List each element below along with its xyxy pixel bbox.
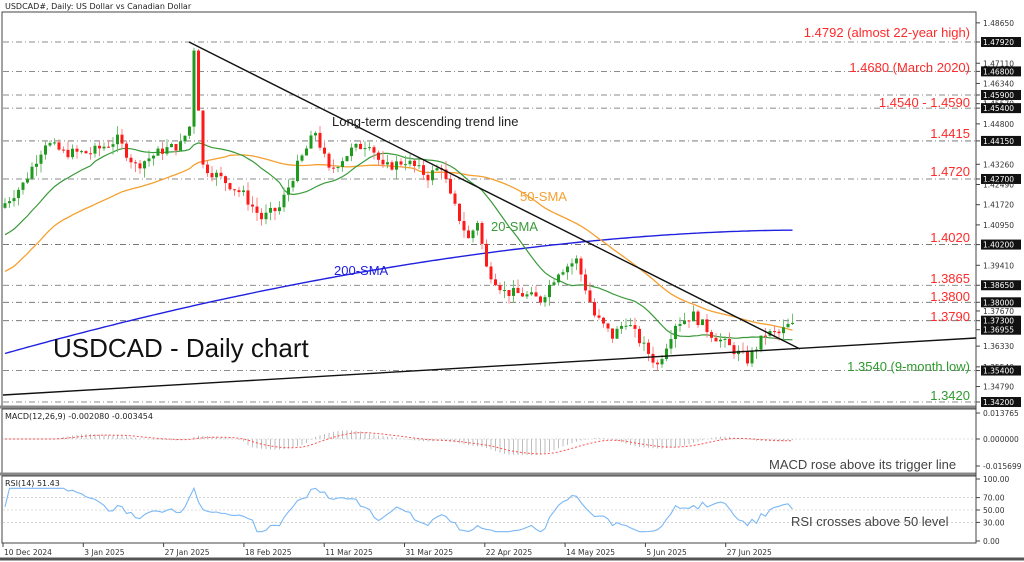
time-axis: 10 Dec 2024 3 Jan 2025 27 Jan 2025 18 Feb 2…	[2, 543, 772, 557]
svg-text:1.48650: 1.48650	[983, 19, 1014, 28]
level-label: 1.4720	[930, 164, 970, 179]
svg-text:1.40200: 1.40200	[983, 241, 1014, 250]
svg-text:1.39410: 1.39410	[983, 261, 1014, 270]
macd-annotation: MACD rose above its trigger line	[769, 457, 956, 472]
svg-text:1.34200: 1.34200	[983, 398, 1014, 407]
level-label: 1.3865	[930, 271, 970, 286]
svg-text:5 Jun 2025: 5 Jun 2025	[646, 548, 687, 557]
svg-text:1.38000: 1.38000	[983, 298, 1014, 307]
svg-text:18 Feb 2025: 18 Feb 2025	[245, 548, 292, 557]
level-label: 1.4680 (March 2020)	[849, 60, 970, 75]
svg-text:100.00: 100.00	[983, 475, 1009, 484]
svg-text:1.37670: 1.37670	[983, 307, 1014, 316]
svg-text:11 Mar 2025: 11 Mar 2025	[325, 548, 373, 557]
sma-20-line	[4, 142, 793, 341]
svg-text:1.45400: 1.45400	[983, 104, 1014, 113]
ascending-support-line	[2, 337, 977, 396]
svg-text:1.44150: 1.44150	[983, 137, 1014, 146]
svg-text:0.00: 0.00	[983, 537, 1000, 546]
svg-text:1.35400: 1.35400	[983, 367, 1014, 376]
svg-text:31 Mar 2025: 31 Mar 2025	[406, 548, 454, 557]
descending-trend-line	[188, 41, 801, 350]
svg-text:1.36330: 1.36330	[983, 342, 1014, 351]
svg-text:1.46800: 1.46800	[983, 67, 1014, 76]
svg-text:1.42700: 1.42700	[983, 175, 1014, 184]
svg-text:27 Jun 2025: 27 Jun 2025	[727, 548, 772, 557]
svg-text:70.00: 70.00	[983, 494, 1005, 503]
svg-text:1.34790: 1.34790	[983, 383, 1014, 392]
level-label: 1.4415	[930, 126, 970, 141]
svg-text:3 Jan 2025: 3 Jan 2025	[84, 548, 124, 557]
svg-text:1.44800: 1.44800	[983, 120, 1014, 129]
svg-text:-0.015699: -0.015699	[983, 462, 1022, 471]
macd-label: MACD(12,26,9) -0.002080 -0.003454	[5, 412, 153, 421]
sma-50-line	[4, 154, 793, 331]
sma50-label: 50-SMA	[520, 189, 567, 204]
svg-text:30.00: 30.00	[983, 518, 1005, 527]
svg-text:22 Apr 2025: 22 Apr 2025	[486, 548, 533, 557]
sma20-label: 20-SMA	[491, 219, 538, 234]
svg-text:1.47110: 1.47110	[983, 59, 1014, 68]
svg-text:1.42490: 1.42490	[983, 180, 1014, 189]
sma-200-line	[4, 229, 793, 355]
svg-text:10 Dec 2024: 10 Dec 2024	[4, 548, 52, 557]
macd-indicator	[3, 430, 975, 456]
level-label: 1.3540 (9-month low)	[847, 359, 970, 374]
horizontal-levels	[3, 41, 975, 403]
level-label: 1.3790	[930, 309, 970, 324]
svg-text:1.36955: 1.36955	[983, 326, 1014, 335]
rsi-pane-frame	[1, 475, 977, 544]
svg-text:14 May 2025: 14 May 2025	[566, 548, 615, 557]
rsi-indicator	[3, 486, 975, 533]
svg-text:1.40950: 1.40950	[983, 221, 1014, 230]
level-label: 1.3800	[930, 289, 970, 304]
level-label: 1.4540 - 1.4590	[879, 95, 970, 110]
trend-line-annotation: Long-term descending trend line	[332, 114, 518, 129]
svg-text:50.00: 50.00	[983, 506, 1005, 515]
candlesticks	[3, 47, 794, 371]
svg-text:27 Jan 2025: 27 Jan 2025	[165, 548, 210, 557]
trend-lines	[2, 41, 977, 396]
rsi-annotation: RSI crosses above 50 level	[791, 514, 949, 529]
rsi-label: RSI(14) 51.43	[5, 479, 60, 488]
svg-text:1.38650: 1.38650	[983, 281, 1014, 290]
level-label: 1.4020	[930, 230, 970, 245]
level-labels: 1.4792 (almost 22-year high) 1.4680 (Marc…	[804, 25, 970, 403]
svg-text:1.47920: 1.47920	[983, 38, 1014, 47]
svg-text:1.43260: 1.43260	[983, 160, 1014, 169]
svg-text:1.41720: 1.41720	[983, 201, 1014, 210]
svg-text:1.46340: 1.46340	[983, 79, 1014, 88]
svg-text:0.013765: 0.013765	[983, 409, 1019, 418]
svg-text:0.000000: 0.000000	[983, 435, 1019, 444]
svg-text:1.45900: 1.45900	[983, 91, 1014, 100]
chart-symbol-title: USDCAD#, Daily: US Dollar vs Canadian Do…	[5, 2, 192, 11]
chart-title: USDCAD - Daily chart	[53, 333, 309, 363]
sma200-label: 200-SMA	[334, 263, 389, 278]
level-label: 1.4792 (almost 22-year high)	[804, 25, 970, 40]
level-label: 1.3420	[930, 388, 970, 403]
svg-text:1.37300: 1.37300	[983, 317, 1014, 326]
